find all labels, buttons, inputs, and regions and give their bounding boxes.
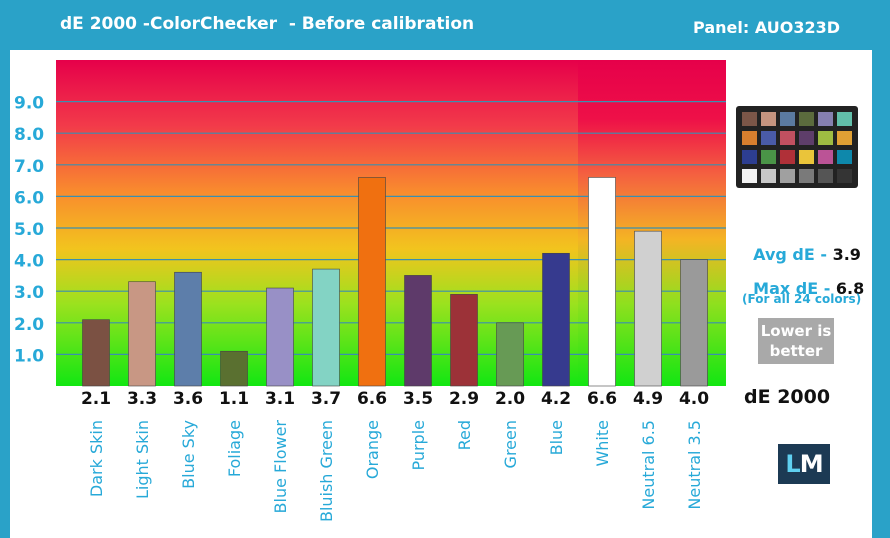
- colorchecker-image: [736, 106, 858, 188]
- bar: [588, 177, 616, 387]
- category-label: Foliage: [225, 420, 244, 477]
- y-tick-label: 5.0: [14, 220, 44, 240]
- category-label: Green: [501, 420, 520, 468]
- checker-swatch: [818, 131, 833, 145]
- y-tick-label: 9.0: [14, 94, 44, 114]
- checker-swatch: [780, 112, 795, 126]
- category-label: Blue Sky: [179, 420, 198, 489]
- checker-swatch: [837, 112, 852, 126]
- max-de-value: 6.8: [835, 279, 865, 298]
- checker-swatch: [818, 169, 833, 183]
- logo-letter-m: M: [799, 450, 824, 478]
- avg-de-value: 3.9: [832, 245, 861, 264]
- checker-swatch: [761, 131, 776, 145]
- bar-value-label: 6.6: [357, 389, 387, 409]
- checker-swatch: [761, 169, 776, 183]
- checker-swatch: [761, 112, 776, 126]
- bar: [312, 268, 340, 387]
- logo-letter-l: L: [785, 450, 800, 478]
- checker-swatch: [742, 150, 757, 164]
- bar: [680, 259, 708, 387]
- category-label: Blue Flower: [271, 420, 290, 514]
- lm-logo: LM: [778, 444, 830, 484]
- category-label: Neutral 3.5: [685, 420, 704, 510]
- y-tick-label: 4.0: [14, 252, 44, 272]
- checker-swatch: [837, 169, 852, 183]
- bar-value-label: 4.9: [633, 389, 663, 409]
- bar-value-label: 3.1: [265, 389, 295, 409]
- category-label: Light Skin: [133, 420, 152, 499]
- checker-swatch: [799, 131, 814, 145]
- bar: [634, 230, 662, 387]
- bar-value-label: 3.6: [173, 389, 203, 409]
- checker-swatch: [799, 112, 814, 126]
- checker-swatch: [818, 150, 833, 164]
- bar-value-label: 2.9: [449, 389, 479, 409]
- bar-value-label: 4.0: [679, 389, 709, 409]
- y-tick-label: 6.0: [14, 188, 44, 208]
- bar: [174, 271, 202, 387]
- checker-swatch: [780, 131, 795, 145]
- checker-swatch: [818, 112, 833, 126]
- lower-is-better-badge: Lower is better: [758, 318, 834, 364]
- lower-line-1: Lower is: [760, 322, 832, 340]
- avg-de-label: Avg dE -: [753, 245, 827, 264]
- lower-line-2: better: [769, 342, 823, 360]
- y-tick-label: 2.0: [14, 315, 44, 335]
- bar: [128, 281, 156, 387]
- category-label: Bluish Green: [317, 420, 336, 522]
- category-label: Blue: [547, 420, 566, 455]
- checker-swatch: [761, 150, 776, 164]
- bar: [542, 252, 570, 387]
- checker-swatch: [780, 169, 795, 183]
- category-label: White: [593, 420, 612, 467]
- bar: [404, 275, 432, 387]
- y-tick-label: 8.0: [14, 125, 44, 145]
- y-tick-label: 1.0: [14, 346, 44, 366]
- checker-swatch: [837, 150, 852, 164]
- bar: [220, 350, 248, 387]
- bar: [450, 294, 478, 387]
- bar-value-label: 2.1: [81, 389, 111, 409]
- checker-swatch: [780, 150, 795, 164]
- category-label: Orange: [363, 420, 382, 479]
- metric-label: dE 2000: [744, 386, 831, 408]
- y-tick-label: 7.0: [14, 157, 44, 177]
- bar-value-label: 2.0: [495, 389, 525, 409]
- bar: [496, 322, 524, 387]
- checker-swatch: [799, 169, 814, 183]
- all-colors-note: (For all 24 colors): [742, 292, 862, 306]
- bar-value-label: 1.1: [219, 389, 249, 409]
- checker-swatch: [837, 131, 852, 145]
- checker-swatch: [742, 131, 757, 145]
- bar-value-label: 3.5: [403, 389, 433, 409]
- max-de-label: Max dE -: [753, 279, 831, 298]
- bar: [358, 177, 386, 387]
- bar: [82, 319, 110, 387]
- y-tick-label: 3.0: [14, 283, 44, 303]
- category-label: Red: [455, 420, 474, 450]
- category-label: Dark Skin: [87, 420, 106, 497]
- bar-value-label: 4.2: [541, 389, 571, 409]
- bar-value-label: 3.7: [311, 389, 341, 409]
- bar-value-label: 3.3: [127, 389, 157, 409]
- panel-label: Panel: AUO323D: [693, 18, 840, 37]
- checker-swatch: [742, 112, 757, 126]
- category-label: Purple: [409, 420, 428, 471]
- avg-de-stat: Avg dE - 3.9: [742, 226, 861, 264]
- checker-swatch: [799, 150, 814, 164]
- bar: [266, 287, 294, 387]
- max-de-stat: Max dE - 6.8: [742, 260, 864, 298]
- category-label: Neutral 6.5: [639, 420, 658, 510]
- chart-title: dE 2000 -ColorChecker - Before calibrati…: [60, 14, 475, 34]
- bar-value-label: 6.6: [587, 389, 617, 409]
- checker-swatch: [742, 169, 757, 183]
